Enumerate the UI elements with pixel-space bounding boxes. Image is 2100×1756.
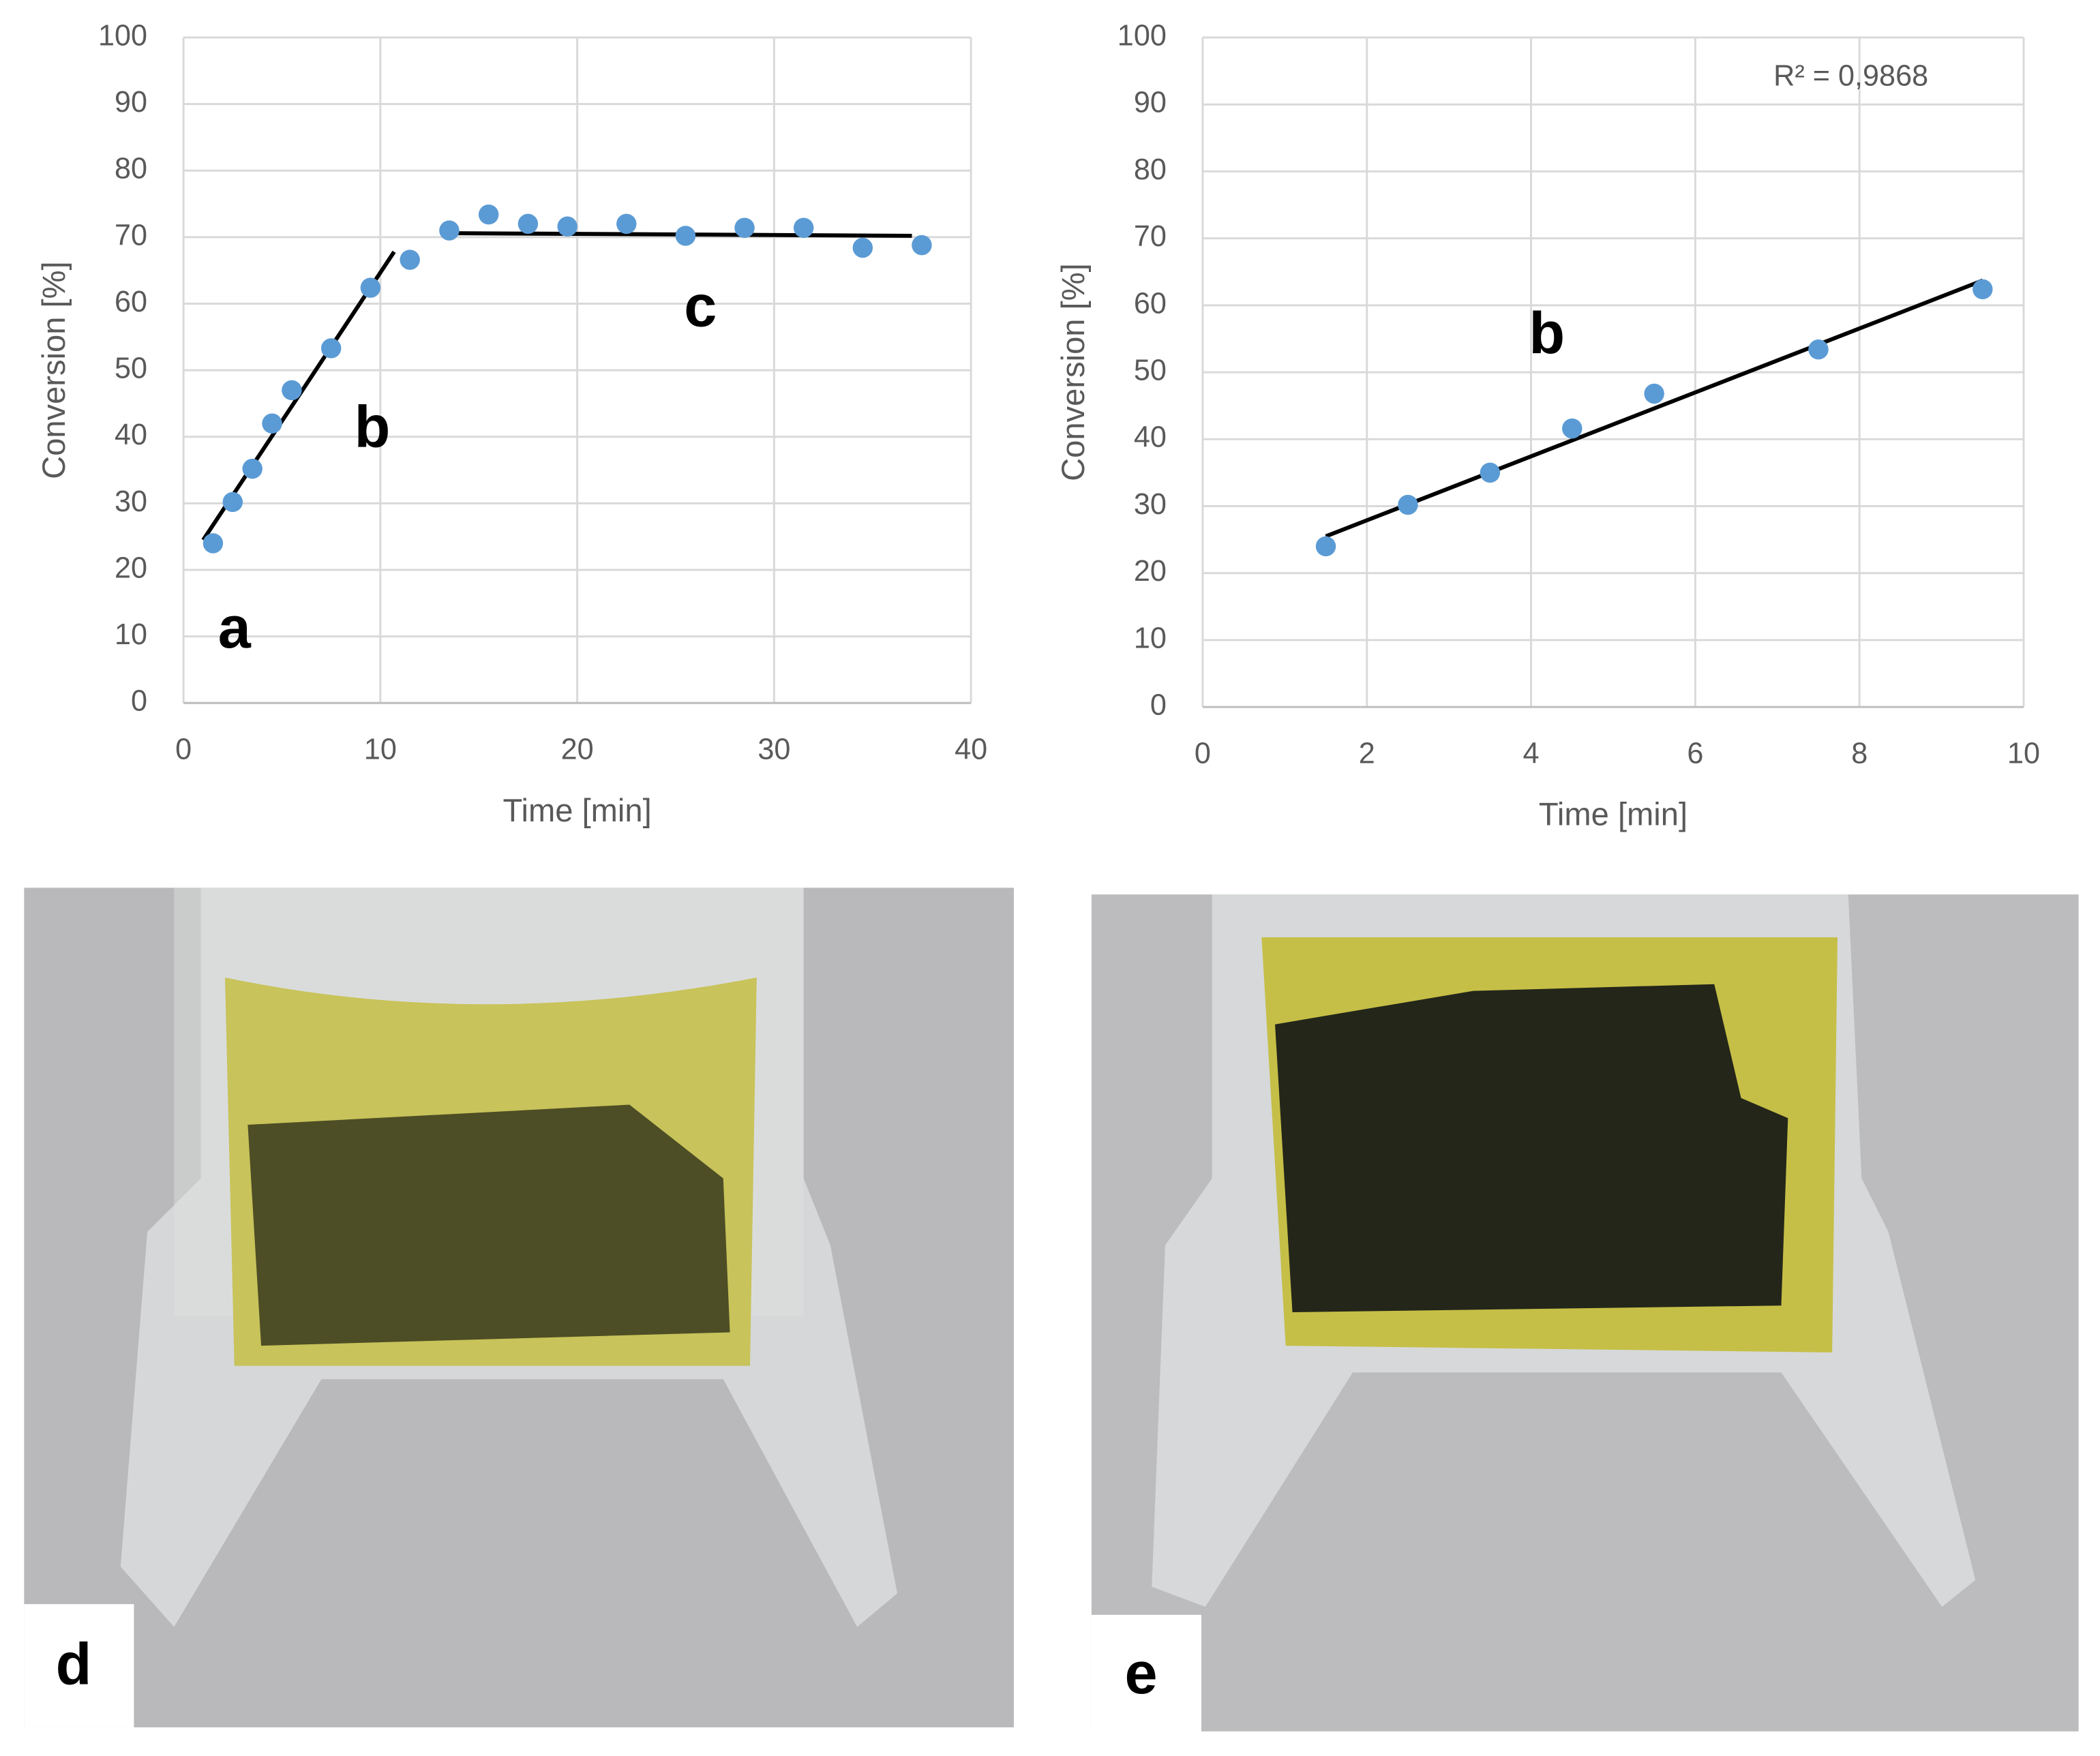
y-tick-label: 20 [115,551,147,584]
data-point [478,204,499,225]
data-point [793,217,814,238]
x-tick-label: 8 [1851,737,1867,770]
y-tick-label: 10 [1134,622,1167,654]
x-tick-label: 0 [175,733,192,766]
photo-d: d [24,888,1014,1727]
data-point [1480,462,1501,483]
x-tick-label: 4 [1523,737,1540,770]
data-point [222,491,243,513]
y-tick-label: 40 [1134,421,1167,454]
data-point [1972,279,1993,300]
x-tick-label: 40 [955,733,987,766]
data-point [1398,494,1418,515]
y-tick-label: 50 [115,352,147,385]
data-point [1315,536,1336,557]
data-point [734,217,755,238]
y-tick-label: 90 [1134,87,1167,119]
x-axis-label: Time [min] [1539,796,1687,832]
x-tick-label: 10 [364,733,397,766]
photo-label: e [1125,1641,1158,1706]
annotation: a [218,595,252,661]
data-point [557,216,578,237]
annotation: b [1529,301,1565,366]
y-tick-label: 70 [1134,220,1167,253]
y-tick-label: 70 [115,219,147,252]
data-point [518,213,539,234]
data-point [360,277,381,298]
data-point [439,220,460,241]
data-point [675,226,696,246]
data-point [1644,383,1664,404]
data-point [912,234,932,256]
x-tick-label: 30 [758,733,790,766]
y-tick-label: 40 [115,419,147,451]
y-tick-label: 90 [115,86,147,119]
x-tick-label: 0 [1195,737,1211,770]
data-point [1808,339,1829,360]
annotation: R² = 0,9868 [1773,59,1928,92]
x-tick-label: 10 [2007,737,2040,770]
x-axis-label: Time [min] [503,792,652,828]
y-tick-label: 10 [115,618,147,651]
x-tick-label: 6 [1687,737,1703,770]
photo-label: d [56,1631,92,1697]
data-point [262,413,282,434]
data-point [320,338,342,359]
data-point [1562,418,1582,439]
y-tick-label: 80 [115,153,147,185]
y-tick-label: 0 [131,685,147,718]
trendline [1325,278,1983,539]
y-tick-label: 30 [1134,488,1167,521]
photo-e: e [1091,894,2079,1736]
data-point [616,213,637,234]
y-tick-label: 60 [1134,287,1167,320]
y-tick-label: 20 [1134,555,1167,588]
y-axis-label: Conversion [%] [35,261,72,479]
y-tick-label: 30 [115,485,147,518]
y-tick-label: 100 [98,19,147,52]
y-tick-label: 0 [1150,689,1167,722]
x-tick-label: 2 [1359,737,1375,770]
y-axis-label: Conversion [%] [1055,263,1091,481]
data-point [282,380,302,401]
data-point [852,237,873,258]
y-tick-label: 50 [1134,354,1167,387]
data-point [242,458,262,479]
x-tick-label: 20 [561,733,594,766]
annotation: c [684,274,717,339]
y-tick-label: 60 [115,286,147,318]
y-tick-label: 100 [1118,19,1167,52]
annotation: b [355,394,391,459]
data-point [400,249,420,270]
y-tick-label: 80 [1134,153,1167,186]
data-point [202,533,224,554]
